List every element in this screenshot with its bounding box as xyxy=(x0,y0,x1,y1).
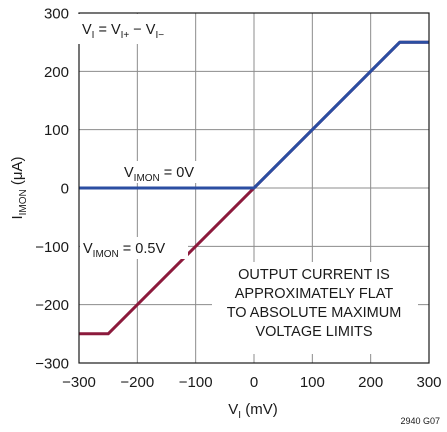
formula-backdrop xyxy=(75,14,191,44)
plot-frame xyxy=(78,12,430,364)
x-tick-label-2: −100 xyxy=(179,374,213,391)
label-05v-backdrop xyxy=(80,237,188,259)
x-tick-label-3: 0 xyxy=(250,374,258,391)
y-tick-label-0: −300 xyxy=(35,356,69,373)
y-axis-title: IIMON (μA) xyxy=(9,156,29,219)
series-line-0 xyxy=(79,40,429,190)
label-0v-backdrop xyxy=(120,161,216,183)
note-backdrop xyxy=(212,262,418,354)
x-tick-label-5: 200 xyxy=(358,374,383,391)
series-label-0-5v: VIMON = 0.5V xyxy=(83,241,165,260)
figure-id: 2940 G07 xyxy=(400,416,440,426)
tick-labels: −300 −200 −100 0 100 200 300 −300 −200 −100 0 100 20… xyxy=(35,6,441,392)
series-label-0v: VIMON = 0V xyxy=(124,165,194,184)
y-tick-label-5: 200 xyxy=(44,64,69,81)
y-tick-label-2: −100 xyxy=(35,239,69,256)
y-tick-label-4: 100 xyxy=(44,122,69,139)
formula-annotation: VI = VI+ − VI− xyxy=(82,22,164,41)
note-line-1: OUTPUT CURRENT IS xyxy=(238,267,390,283)
x-tick-label-4: 100 xyxy=(300,374,325,391)
note-line-3: TO ABSOLUTE MAXIMUM xyxy=(227,305,402,321)
note-line-2: APPROXIMATELY FLAT xyxy=(235,286,394,302)
y-tick-label-3: 0 xyxy=(61,181,69,198)
x-axis-title: VI (mV) xyxy=(228,401,277,421)
flat-current-note: OUTPUT CURRENT IS APPROXIMATELY FLAT TO … xyxy=(227,267,402,340)
y-tick-label-6: 300 xyxy=(44,6,69,23)
x-tick-label-0: −300 xyxy=(62,374,96,391)
x-tick-label-6: 300 xyxy=(416,374,441,391)
y-tick-label-1: −200 xyxy=(35,297,69,314)
note-line-4: VOLTAGE LIMITS xyxy=(255,324,372,340)
x-tick-label-1: −200 xyxy=(120,374,154,391)
series-lines xyxy=(79,40,429,336)
